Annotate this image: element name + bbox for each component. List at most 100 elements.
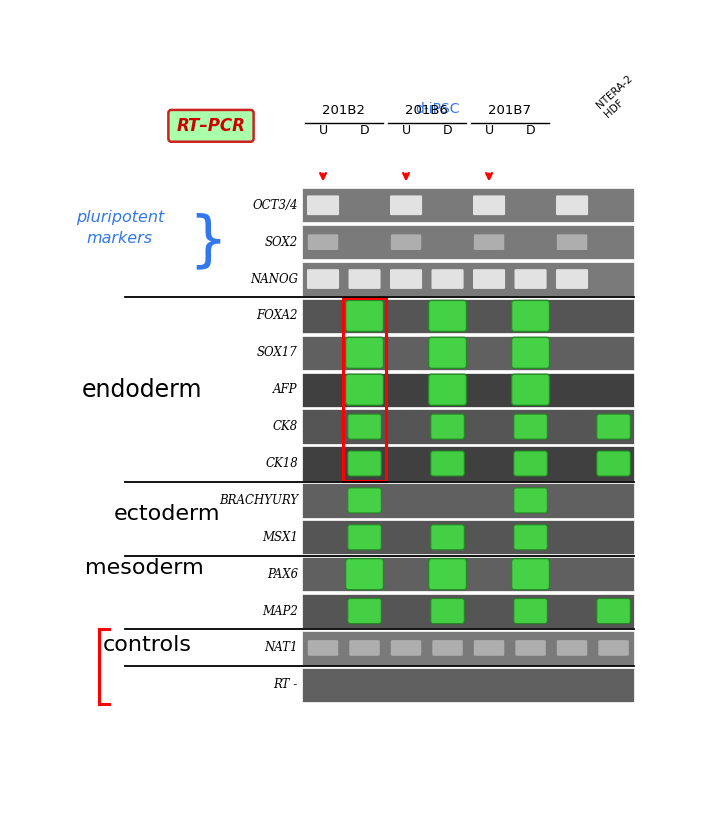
Bar xyxy=(302,446,634,481)
FancyBboxPatch shape xyxy=(514,451,548,476)
Bar xyxy=(302,667,634,702)
Bar xyxy=(302,557,634,591)
Bar xyxy=(302,520,634,554)
Bar xyxy=(302,631,634,665)
Text: 201B2: 201B2 xyxy=(322,104,366,117)
Text: RT -: RT - xyxy=(273,678,298,691)
Bar xyxy=(302,373,634,407)
FancyBboxPatch shape xyxy=(514,414,548,439)
FancyBboxPatch shape xyxy=(516,640,545,656)
FancyBboxPatch shape xyxy=(597,414,630,439)
FancyBboxPatch shape xyxy=(512,301,550,331)
Text: markers: markers xyxy=(86,231,153,246)
Text: pluripotent: pluripotent xyxy=(76,211,164,225)
Text: }: } xyxy=(188,212,228,272)
FancyBboxPatch shape xyxy=(348,451,381,476)
FancyBboxPatch shape xyxy=(512,337,550,368)
Text: 201B7: 201B7 xyxy=(488,104,531,117)
FancyBboxPatch shape xyxy=(391,235,421,250)
FancyBboxPatch shape xyxy=(433,640,463,656)
FancyBboxPatch shape xyxy=(390,269,422,289)
FancyBboxPatch shape xyxy=(390,196,422,215)
FancyBboxPatch shape xyxy=(431,525,464,550)
FancyBboxPatch shape xyxy=(348,599,381,624)
FancyBboxPatch shape xyxy=(515,269,547,289)
Text: NAT1: NAT1 xyxy=(264,642,298,654)
FancyBboxPatch shape xyxy=(597,599,630,624)
FancyBboxPatch shape xyxy=(473,196,505,215)
Text: ectoderm: ectoderm xyxy=(114,504,220,524)
FancyBboxPatch shape xyxy=(346,337,383,368)
Text: controls: controls xyxy=(103,634,192,655)
Text: U: U xyxy=(318,125,328,137)
Text: CK8: CK8 xyxy=(273,420,298,433)
Text: MSX1: MSX1 xyxy=(262,531,298,544)
FancyBboxPatch shape xyxy=(428,558,466,590)
Bar xyxy=(343,298,386,482)
Text: d-iPSC: d-iPSC xyxy=(416,102,460,116)
Text: U: U xyxy=(401,125,411,137)
Bar xyxy=(302,188,634,222)
FancyBboxPatch shape xyxy=(349,640,380,656)
FancyBboxPatch shape xyxy=(597,451,630,476)
FancyBboxPatch shape xyxy=(428,337,466,368)
Bar xyxy=(302,262,634,297)
FancyBboxPatch shape xyxy=(391,640,421,656)
Bar xyxy=(302,594,634,629)
Text: BRACHYURY: BRACHYURY xyxy=(218,494,298,507)
FancyBboxPatch shape xyxy=(169,110,253,142)
Text: AFP: AFP xyxy=(273,383,298,396)
Text: SOX2: SOX2 xyxy=(265,235,298,249)
FancyBboxPatch shape xyxy=(431,414,464,439)
FancyBboxPatch shape xyxy=(307,196,339,215)
FancyBboxPatch shape xyxy=(431,269,463,289)
Bar xyxy=(302,299,634,333)
Text: D: D xyxy=(526,125,536,137)
Text: SOX17: SOX17 xyxy=(257,346,298,359)
Bar xyxy=(302,410,634,444)
Text: MAP2: MAP2 xyxy=(262,605,298,618)
FancyBboxPatch shape xyxy=(598,640,629,656)
FancyBboxPatch shape xyxy=(557,640,588,656)
Text: U: U xyxy=(485,125,493,137)
FancyBboxPatch shape xyxy=(514,525,548,550)
Text: CK18: CK18 xyxy=(265,457,298,470)
Text: NTERA-2
HDF: NTERA-2 HDF xyxy=(595,74,643,120)
FancyBboxPatch shape xyxy=(348,525,381,550)
Text: RT–PCR: RT–PCR xyxy=(176,116,246,135)
FancyBboxPatch shape xyxy=(346,374,383,406)
Bar xyxy=(302,335,634,370)
Bar xyxy=(302,225,634,259)
FancyBboxPatch shape xyxy=(346,301,383,331)
FancyBboxPatch shape xyxy=(514,599,548,624)
FancyBboxPatch shape xyxy=(514,488,548,513)
FancyBboxPatch shape xyxy=(474,640,504,656)
Text: OCT3/4: OCT3/4 xyxy=(252,199,298,211)
FancyBboxPatch shape xyxy=(428,301,466,331)
FancyBboxPatch shape xyxy=(474,235,504,250)
Text: NANOG: NANOG xyxy=(250,273,298,286)
FancyBboxPatch shape xyxy=(348,269,381,289)
FancyBboxPatch shape xyxy=(512,558,550,590)
FancyBboxPatch shape xyxy=(308,235,338,250)
FancyBboxPatch shape xyxy=(348,488,381,513)
Text: FOXA2: FOXA2 xyxy=(256,310,298,322)
FancyBboxPatch shape xyxy=(308,640,338,656)
Text: PAX6: PAX6 xyxy=(267,567,298,581)
Bar xyxy=(302,483,634,518)
Text: D: D xyxy=(360,125,369,137)
FancyBboxPatch shape xyxy=(428,374,466,406)
Text: endoderm: endoderm xyxy=(81,377,202,401)
FancyBboxPatch shape xyxy=(512,374,550,406)
FancyBboxPatch shape xyxy=(431,451,464,476)
FancyBboxPatch shape xyxy=(473,269,505,289)
FancyBboxPatch shape xyxy=(557,235,588,250)
FancyBboxPatch shape xyxy=(556,269,588,289)
FancyBboxPatch shape xyxy=(556,196,588,215)
Text: mesoderm: mesoderm xyxy=(85,558,204,578)
FancyBboxPatch shape xyxy=(346,558,383,590)
FancyBboxPatch shape xyxy=(307,269,339,289)
Text: 201B6: 201B6 xyxy=(406,104,448,117)
FancyBboxPatch shape xyxy=(431,599,464,624)
Text: D: D xyxy=(443,125,453,137)
